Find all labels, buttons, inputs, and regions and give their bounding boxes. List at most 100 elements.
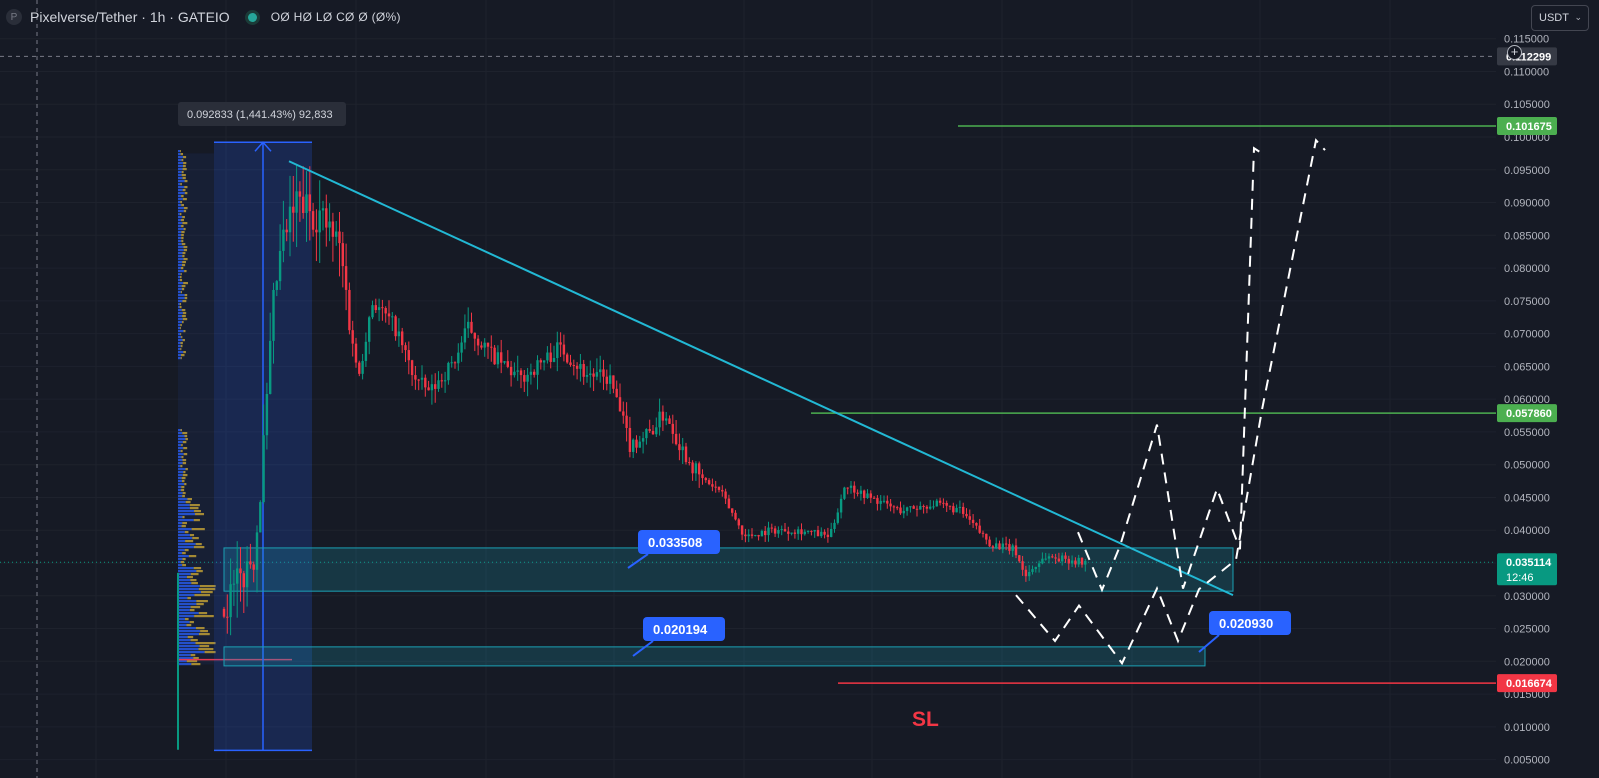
candle-down (239, 568, 242, 574)
price-tick-label: 0.070000 (1504, 329, 1550, 341)
candle-down (981, 532, 985, 534)
candle-down (938, 500, 942, 503)
candle-up (443, 380, 447, 382)
symbol-title[interactable]: Pixelverse/Tether · 1h · GATEIO (30, 9, 230, 25)
vp-bar-sell (193, 519, 200, 522)
vp-bar-sell (190, 579, 197, 582)
candle-down (886, 500, 889, 504)
vp-bar-sell (180, 465, 183, 468)
vp-bar-sell (180, 291, 182, 294)
price-tick-label: 0.065000 (1504, 361, 1550, 373)
vp-bar-buy (178, 507, 190, 510)
candle-down (308, 194, 311, 212)
candle-down (358, 362, 361, 374)
candle-up (463, 328, 467, 343)
candle-down (1018, 555, 1021, 562)
add-alert-icon[interactable]: + (1507, 45, 1522, 60)
vp-bar-sell (184, 531, 189, 534)
vp-bar-sell (192, 537, 199, 540)
vp-bar-buy (178, 336, 182, 339)
vp-bar-sell (180, 561, 185, 564)
vp-bar-buy (178, 564, 183, 567)
callout-pointer (1198, 634, 1220, 653)
candle-up (364, 341, 368, 361)
vp-bar-buy (178, 570, 197, 573)
candle-up (1070, 560, 1074, 564)
level-price-label (1497, 404, 1557, 423)
candle-up (259, 502, 262, 533)
candle-down (493, 347, 496, 365)
vp-bar-sell (182, 321, 184, 324)
candle-down (872, 497, 876, 499)
candle-down (727, 498, 731, 509)
vp-bar-buy (178, 453, 184, 456)
vp-bar-sell (182, 516, 185, 519)
candle-down (988, 539, 991, 547)
vp-bar-buy (178, 576, 187, 579)
vp-bar-buy (178, 651, 205, 654)
vp-bar-sell (193, 657, 199, 660)
candle-up (1028, 571, 1031, 577)
candle-down (1064, 555, 1067, 559)
last-price-label (1497, 553, 1557, 586)
vp-bar-buy (178, 546, 194, 549)
candle-down (846, 487, 849, 489)
vp-bar-sell (189, 504, 200, 507)
candle-down (519, 370, 523, 376)
price-axis: 0.1150000.1100000.1050000.1000000.095000… (1496, 0, 1599, 778)
vp-bar-sell (181, 195, 184, 198)
vp-bar-sell (200, 630, 209, 633)
vp-bar-buy (178, 645, 200, 648)
candle-up (371, 305, 374, 318)
price-callouts: 0.033508 0.020194 0.020930 (627, 530, 1291, 657)
price-tick-label: 0.085000 (1504, 230, 1550, 242)
candle-down (698, 463, 701, 475)
vp-bar-sell (182, 318, 188, 321)
candle-down (826, 534, 830, 537)
vp-bar-buy (178, 555, 189, 558)
vp-bar-sell (186, 660, 198, 663)
vp-bar-sell (194, 615, 214, 618)
vp-bar-buy (178, 594, 195, 597)
candle-down (285, 229, 288, 233)
vp-bar-sell (182, 462, 187, 465)
candle-up (255, 532, 259, 570)
candle-down (384, 308, 387, 314)
candle-down (559, 342, 562, 345)
candle-down (978, 525, 981, 533)
candle-up (391, 316, 394, 318)
candle-up (269, 340, 272, 394)
candle-down (249, 561, 252, 565)
candle-down (1024, 569, 1028, 577)
measure-arrow-head (254, 141, 272, 152)
candle-up (1034, 566, 1037, 570)
vp-bar-buy (178, 456, 182, 459)
candle-up (790, 532, 793, 534)
candle-down (648, 429, 651, 431)
candle-down (480, 345, 483, 348)
vp-bar-sell (181, 288, 185, 291)
candle-down (793, 532, 797, 534)
vp-bar-buy (178, 627, 196, 630)
candle-up (589, 373, 592, 376)
currency-select[interactable]: USDT ⌄ (1531, 5, 1589, 31)
vp-bar-sell (180, 150, 182, 153)
candle-down (912, 506, 915, 509)
vp-bar-sell (183, 258, 188, 261)
vp-bar-sell (182, 474, 188, 477)
vp-bar-buy (178, 201, 181, 204)
vp-bar-buy (178, 351, 184, 354)
vp-bar-sell (182, 315, 186, 318)
candle-down (816, 530, 820, 537)
vp-bar-sell (181, 489, 185, 492)
candle-down (707, 480, 711, 485)
vp-bar-buy (178, 624, 187, 627)
vp-bar-sell (182, 156, 187, 159)
vp-bar-buy (178, 270, 185, 273)
vp-bar-buy (178, 210, 184, 213)
callout-box (1209, 611, 1291, 635)
candle-down (325, 208, 328, 228)
callout-label: 0.020194 (653, 622, 708, 637)
candle-down (737, 519, 740, 526)
